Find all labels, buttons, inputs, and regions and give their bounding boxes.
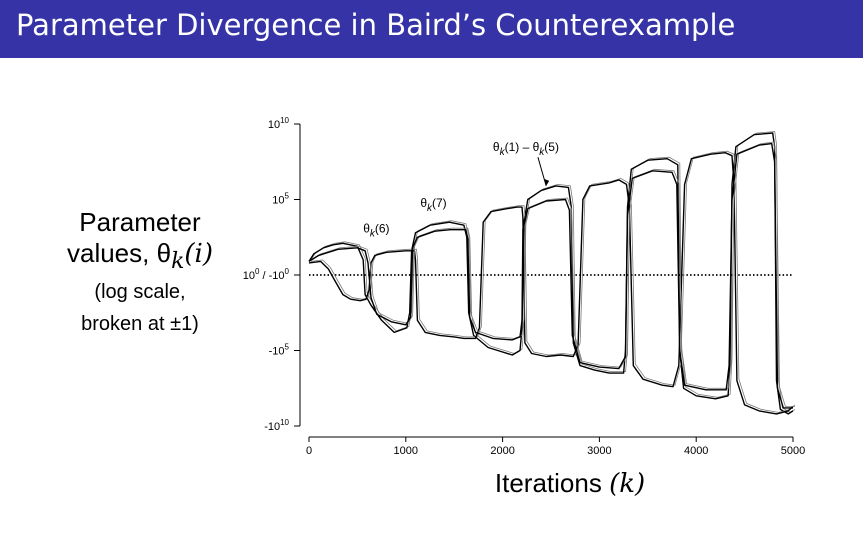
x-tick-label: 5000 [781, 445, 805, 457]
x-axis-label-var: (k) [609, 469, 646, 499]
x-axis-label-prefix: Iterations [494, 468, 610, 498]
y-axis-label-line2: values, θk(i) [40, 238, 240, 276]
x-tick-label: 1000 [394, 445, 418, 457]
x-tick-label: 0 [306, 445, 312, 457]
title-bar: Parameter Divergence in Baird’s Countere… [0, 0, 863, 58]
annotation-label: θk(7) [420, 196, 446, 214]
y-axis-label-line4: broken at ±1) [81, 312, 199, 335]
annotation-arrow [537, 157, 547, 187]
y-tick-label: -105 [269, 343, 290, 358]
y-tick-label: -1010 [264, 418, 289, 433]
series-shadow-theta1to5 [310, 131, 796, 413]
x-axis-label: Iterations (k) [400, 468, 740, 499]
series-line-theta7 [308, 142, 793, 409]
annotation-label: θk(1) – θk(5) [493, 140, 559, 158]
y-tick-label: 105 [272, 192, 289, 207]
y-tick-label: 100 / -100 [243, 267, 290, 282]
annotation-arrowhead [544, 178, 550, 186]
y-axis-label-prefix: values, [66, 238, 157, 269]
series-line-theta6 [308, 152, 794, 415]
series-shadow-theta7 [310, 141, 795, 407]
y-axis-label-theta: θ [156, 238, 172, 269]
y-axis-label-line1: Parameter [79, 207, 201, 237]
annotations: θk(6) θk(7) θk(1) – θk(5) [363, 140, 559, 240]
x-tick-label: 2000 [490, 445, 514, 457]
series-line-theta1to5 [308, 132, 794, 415]
x-tick-label: 3000 [587, 445, 611, 457]
series-shadow-theta6 [310, 150, 796, 413]
axes: 1010 105 100 / -100 -105 -1010 0 1000 2000 3000 4… [243, 116, 805, 457]
x-tick-label: 4000 [684, 445, 708, 457]
y-axis-label: Parameter values, θk(i) (log scale, brok… [40, 207, 240, 340]
slide-title: Parameter Divergence in Baird’s Countere… [16, 8, 736, 42]
y-axis-label-line3: (log scale, [94, 280, 186, 303]
y-axis-label-index: (i) [184, 239, 214, 270]
y-tick-label: 1010 [268, 116, 290, 131]
y-axis-label-subscript: k [171, 249, 185, 275]
series-group [308, 131, 796, 415]
annotation-label: θk(6) [363, 222, 389, 240]
